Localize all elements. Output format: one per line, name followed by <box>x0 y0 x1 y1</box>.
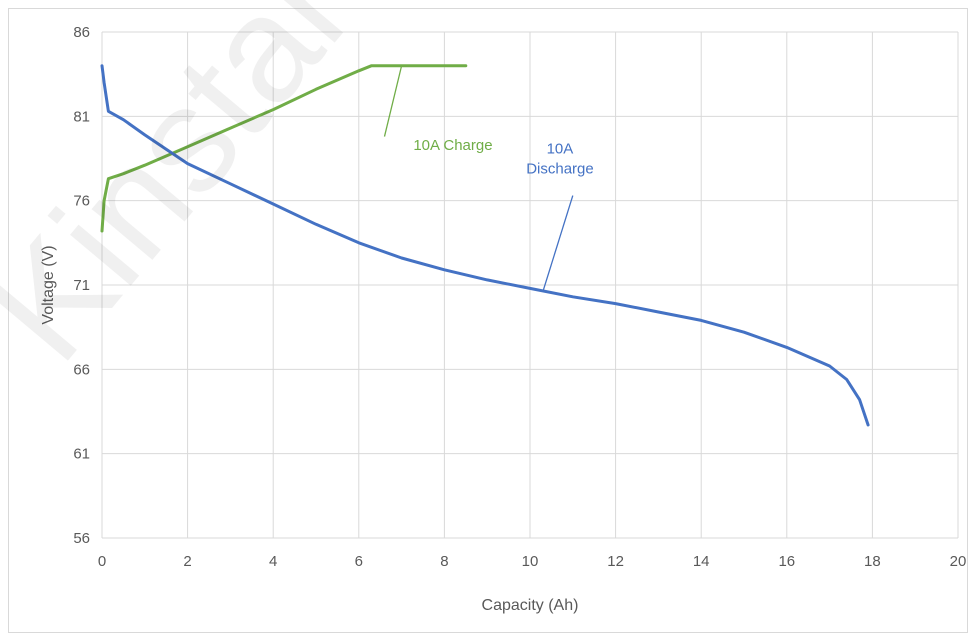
x-tick-label: 16 <box>778 553 795 570</box>
x-tick-labels: 0 2 4 6 8 10 12 14 16 18 20 <box>98 553 967 570</box>
annotations-layer: 10A Charge 10A Discharge <box>383 65 594 292</box>
annotation-leader-line <box>542 195 574 292</box>
x-tick-label: 10 <box>522 553 539 570</box>
annotation-label: 10A <box>547 140 574 157</box>
y-tick-label: 66 <box>73 361 90 378</box>
series-line-10a-discharge <box>100 64 870 427</box>
y-tick-label: 76 <box>73 193 90 210</box>
annotation-label: 10A Charge <box>413 137 492 154</box>
y-tick-label: 61 <box>73 446 90 463</box>
x-tick-label: 20 <box>950 553 967 570</box>
x-tick-label: 12 <box>607 553 624 570</box>
y-axis-title: Voltage (V) <box>40 245 57 324</box>
y-tick-label: 81 <box>73 108 90 125</box>
annotation-leader-line <box>383 65 403 137</box>
series-line-10a-charge <box>100 64 468 233</box>
x-tick-label: 4 <box>269 553 277 570</box>
series-layer <box>100 64 870 427</box>
x-tick-label: 6 <box>355 553 363 570</box>
x-tick-label: 14 <box>693 553 710 570</box>
x-axis-title: Capacity (Ah) <box>482 597 579 614</box>
y-tick-label: 56 <box>73 530 90 547</box>
y-tick-label: 71 <box>73 277 90 294</box>
x-tick-label: 2 <box>183 553 191 570</box>
x-tick-label: 8 <box>440 553 448 570</box>
y-tick-label: 86 <box>73 24 90 41</box>
annotation-label: Discharge <box>526 160 594 177</box>
x-tick-label: 18 <box>864 553 881 570</box>
y-tick-labels: 86 81 76 71 66 61 56 <box>73 24 90 547</box>
x-tick-label: 0 <box>98 553 106 570</box>
chart-frame <box>8 8 968 633</box>
gridlines <box>101 31 959 539</box>
